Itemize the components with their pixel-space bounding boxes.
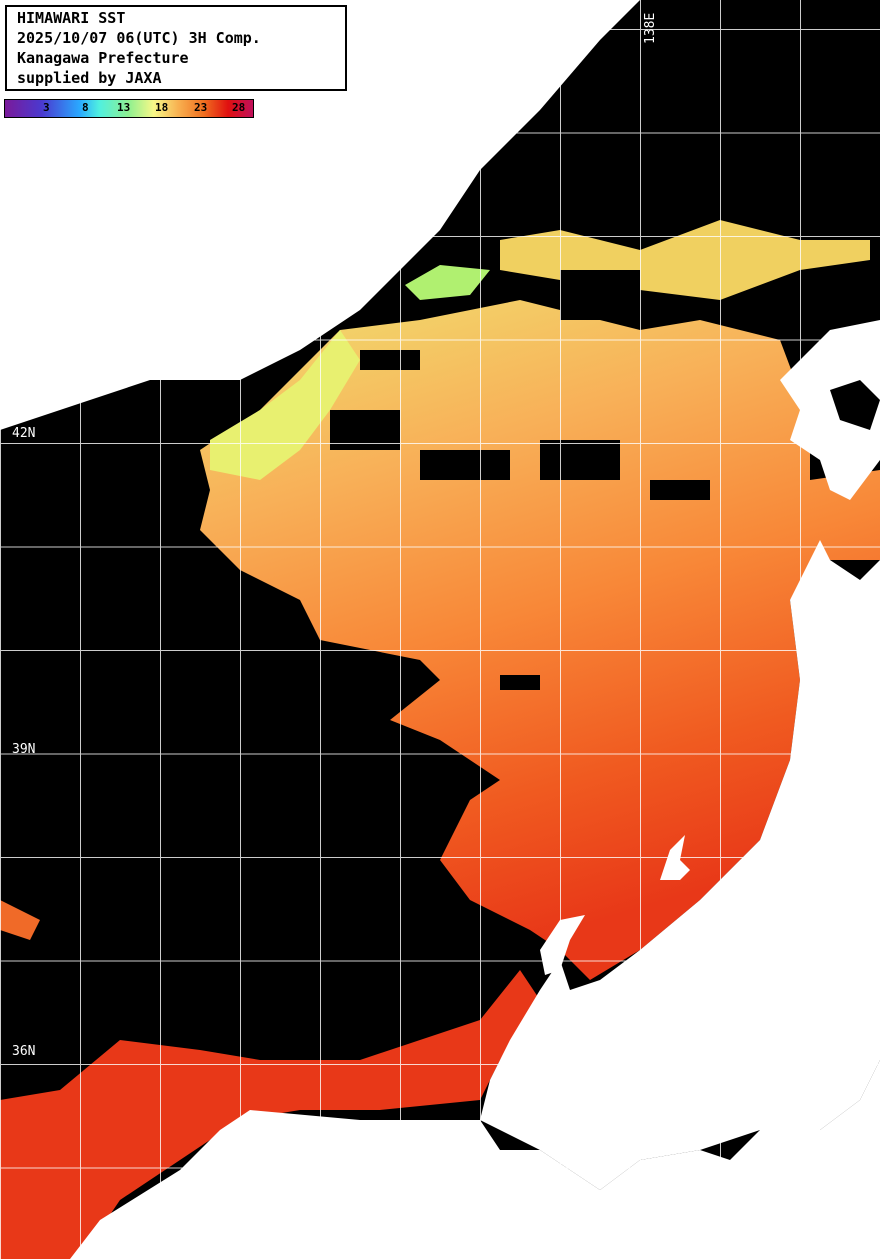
- sst-field-main: [200, 300, 880, 980]
- title: HIMAWARI SST: [17, 9, 126, 27]
- colorbar-tick: 23: [194, 101, 208, 114]
- land-noto-peninsula: [540, 915, 585, 975]
- colorbar-tick: 18: [155, 101, 169, 114]
- sst-field-green: [405, 265, 490, 300]
- provider-region: Kanagawa Prefecture: [17, 49, 189, 67]
- lat-label-36n: 36N: [12, 1044, 36, 1059]
- colorbar-tick: 8: [82, 101, 89, 114]
- colorbar-tick: 13: [117, 101, 131, 114]
- land-hokkaido: [780, 0, 880, 500]
- lat-label-39n: 39N: [12, 742, 36, 757]
- colorbar-tick: 28: [232, 101, 246, 114]
- lon-label-138e: 138E: [643, 12, 658, 44]
- land-honshu: [70, 560, 880, 1259]
- land-honshu-main: [480, 540, 880, 1190]
- info-box: HIMAWARI SST 2025/10/07 06(UTC) 3H Comp.…: [5, 5, 347, 91]
- colorbar: 3 8 13 18 23 28: [4, 99, 254, 118]
- timestamp: 2025/10/07 06(UTC) 3H Comp.: [17, 29, 261, 47]
- sst-field-north: [500, 220, 870, 300]
- sst-field-cool: [210, 330, 360, 480]
- sst-field-west: [0, 900, 40, 940]
- lat-label-42n: 42N: [12, 426, 36, 441]
- credit: supplied by JAXA: [17, 69, 162, 87]
- land-island-north: [830, 380, 880, 430]
- colorbar-tick: 3: [43, 101, 50, 114]
